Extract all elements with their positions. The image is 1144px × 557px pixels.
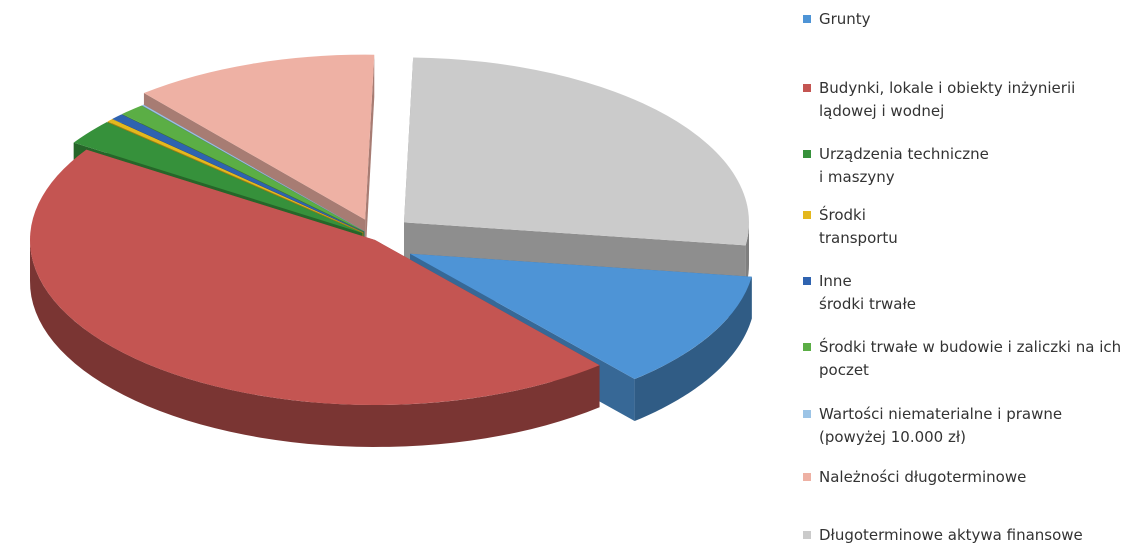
- legend-label: Długoterminowe aktywa finansowe: [819, 526, 1083, 544]
- pie-slice-top: [143, 54, 375, 220]
- legend-label: Urządzenia techniczne i maszyny: [819, 145, 989, 186]
- legend-label: Grunty: [819, 10, 871, 28]
- legend-label: Środki trwałe w budowie i zaliczki na ic…: [819, 338, 1122, 379]
- pie-slice-top: [73, 122, 363, 233]
- legend-swatch: [803, 211, 811, 219]
- pie-slice-top: [141, 104, 365, 232]
- legend-label: Należności długoterminowe: [819, 468, 1027, 486]
- pie-slice-wall: [365, 54, 375, 262]
- legend-swatch: [803, 343, 811, 351]
- legend-item: Grunty: [803, 8, 871, 31]
- legend-item: Należności długoterminowe: [803, 466, 1026, 489]
- legend-swatch: [803, 531, 811, 539]
- pie-slice-top: [112, 114, 364, 232]
- legend-label: Środki transportu: [819, 206, 898, 247]
- pie-slice-side: [634, 276, 752, 422]
- pie-chart: [30, 54, 752, 447]
- legend-item: Budynki, lokale i obiekty inżynierii ląd…: [803, 77, 1075, 123]
- pie-slice-budynki-lokale-i-obiekty-in-yn: [30, 149, 600, 447]
- legend-item: Urządzenia techniczne i maszyny: [803, 143, 989, 189]
- legend-label: Wartości niematerialne i prawne (powyżej…: [819, 405, 1063, 446]
- legend-swatch: [803, 15, 811, 23]
- pie-slice-top: [410, 253, 752, 380]
- legend-swatch: [803, 473, 811, 481]
- legend-item: Inne środki trwałe: [803, 270, 916, 316]
- legend-item: Wartości niematerialne i prawne (powyżej…: [803, 403, 1062, 449]
- pie-slice-side: [745, 222, 750, 288]
- legend-label: Budynki, lokale i obiekty inżynierii ląd…: [819, 79, 1076, 120]
- pie-slice-top: [122, 105, 365, 232]
- legend-label: Inne środki trwałe: [819, 272, 916, 313]
- legend-item: Środki transportu: [803, 204, 898, 250]
- legend-item: Długoterminowe aktywa finansowe: [803, 524, 1083, 547]
- pie-slice-side: [30, 238, 600, 447]
- pie-chart-svg: [30, 54, 752, 447]
- legend-swatch: [803, 84, 811, 92]
- pie-slice-top: [30, 149, 600, 405]
- pie-slice-top: [107, 119, 364, 233]
- legend-swatch: [803, 277, 811, 285]
- pie-slice-top: [404, 57, 750, 246]
- legend-swatch: [803, 150, 811, 158]
- legend-swatch: [803, 410, 811, 418]
- legend-item: Środki trwałe w budowie i zaliczki na ic…: [803, 336, 1121, 382]
- pie-slice-d-ugoterminowe-aktywa-finansow: [404, 57, 750, 288]
